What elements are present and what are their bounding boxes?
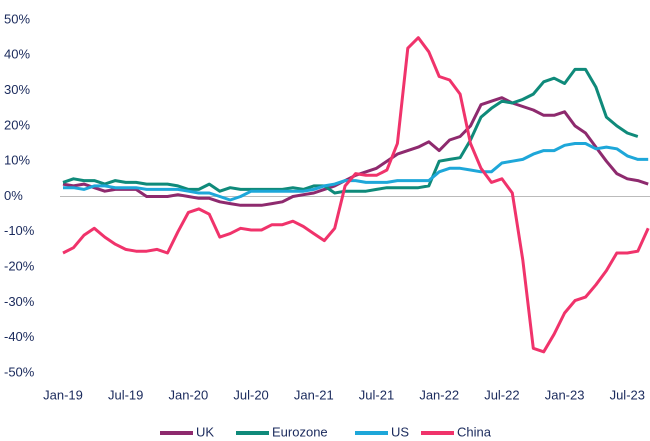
y-tick-label: -10% [4,223,35,238]
y-tick-label: 50% [4,11,30,26]
y-tick-label: -50% [4,364,35,379]
y-tick-label: 30% [4,82,30,97]
y-tick-label: 0% [4,188,23,203]
x-tick-label: Jan-20 [169,387,209,402]
x-tick-label: Jul-22 [484,387,519,402]
y-tick-label: -30% [4,294,35,309]
x-tick-label: Jul-23 [610,387,645,402]
y-tick-label: 20% [4,117,30,132]
x-tick-label: Jan-19 [43,387,83,402]
series-line [62,36,650,354]
x-tick-label: Jul-19 [108,387,143,402]
legend-label: US [391,424,409,439]
series-line [63,142,649,202]
y-tick-label: 10% [4,153,30,168]
y-tick-label: -20% [4,259,35,274]
x-tick-label: Jan-21 [294,387,334,402]
x-tick-label: Jul-21 [359,387,394,402]
x-tick-label: Jan-22 [419,387,459,402]
x-tick-label: Jan-23 [545,387,585,402]
y-tick-label: -40% [4,329,35,344]
legend-label: UK [196,424,214,439]
series-line [62,67,639,195]
legend-label: China [457,424,492,439]
x-tick-label: Jul-20 [233,387,268,402]
y-tick-label: 40% [4,47,30,62]
legend-label: Eurozone [272,424,328,439]
